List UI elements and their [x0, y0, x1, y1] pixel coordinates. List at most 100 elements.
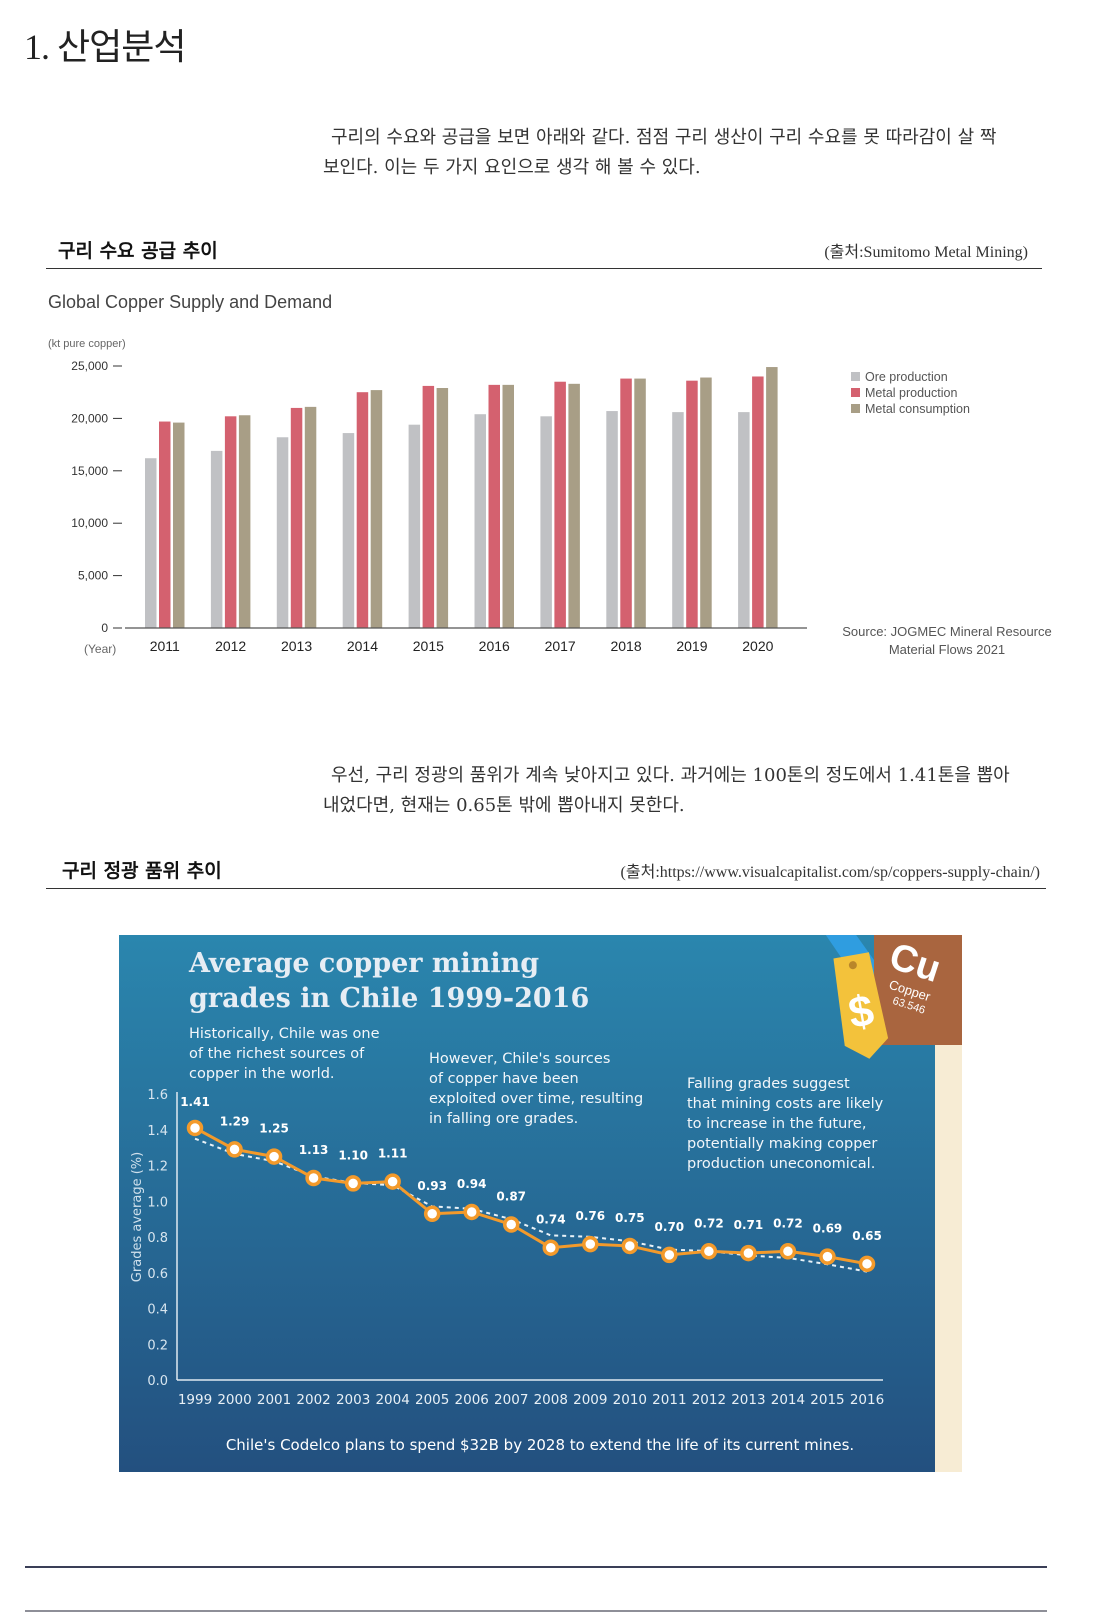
chart2-x-tick-label: 2007 [494, 1392, 528, 1408]
chart2-data-label: 1.41 [180, 1095, 210, 1109]
chart1-x-tick-label: 2017 [545, 638, 576, 654]
chart1-bar [568, 383, 580, 628]
chart2-y-tick-label: 0.8 [147, 1231, 168, 1246]
chart2-annotation-line: of the richest sources of [189, 1046, 365, 1062]
section1-title: 구리 수요 공급 추이 [58, 240, 218, 262]
chart1-x-tick-label: 2018 [610, 638, 641, 654]
chart2-annotation-line: that mining costs are likely [687, 1096, 884, 1112]
section1-source: (출처:Sumitomo Metal Mining) [824, 244, 1028, 261]
chart1-legend-swatch [851, 372, 860, 381]
chart1-bar [145, 458, 157, 628]
chart2-annotation-line: production uneconomical. [687, 1156, 875, 1172]
chart1-bar [620, 378, 632, 628]
chart2-annotation-line: potentially making copper [687, 1136, 877, 1152]
chart1-bar [686, 380, 698, 628]
chart1-y-tick-label: 5,000 [78, 569, 108, 583]
chart2-x-tick-label: 2003 [336, 1392, 370, 1408]
chart2-point [423, 1205, 441, 1223]
chart1-legend-swatch [851, 388, 860, 397]
chart1-legend-label: Metal consumption [865, 402, 970, 416]
chart1-title: Global Copper Supply and Demand [48, 292, 333, 312]
chart2-point [305, 1169, 322, 1187]
chart1-bar [766, 367, 778, 628]
chart2-x-tick-label: 2000 [217, 1392, 251, 1408]
chart2-data-label: 1.13 [299, 1143, 329, 1157]
intro-paragraph: 구리의 수요와 공급을 보면 아래와 같다. 점점 구리 생산이 구리 수요를 … [323, 123, 1103, 183]
chart2-point [740, 1244, 757, 1262]
chart1-bar [752, 376, 764, 628]
chart1-bar [700, 377, 712, 628]
chart2-point [542, 1239, 560, 1256]
chart2-y-tick-label: 0.4 [147, 1303, 168, 1318]
chart2-y-tick-label: 1.6 [147, 1088, 168, 1103]
chart2-point [858, 1255, 876, 1273]
section2-divider [46, 888, 1046, 889]
chart2-x-tick-label: 2006 [455, 1392, 489, 1408]
chile-grades-chart: Cu Copper 63.546 $ Average copper mining… [119, 935, 962, 1472]
chart2-annotation-line: to increase in the future, [687, 1116, 866, 1132]
chart2-y-tick-label: 0.6 [147, 1267, 168, 1282]
chart2-point [463, 1203, 480, 1221]
chart2-point [819, 1248, 836, 1265]
intro-line-1: 구리의 수요와 공급을 보면 아래와 같다. 점점 구리 생산이 구리 수요를 … [331, 127, 997, 148]
chart1-y-tick-label: 0 [101, 621, 108, 635]
chart2-y-tick-label: 0.0 [147, 1374, 168, 1389]
chart1-bar [474, 414, 486, 628]
chart1-bar [554, 381, 566, 628]
chart2-x-tick-label: 2011 [652, 1392, 686, 1408]
chart1-bar [488, 384, 500, 628]
chart2-x-tick-label: 2002 [296, 1392, 330, 1408]
intro-line-2: 보인다. 이는 두 가지 요인으로 생각 해 볼 수 있다. [323, 157, 701, 178]
chart1-x-tick-label: 2011 [150, 638, 180, 654]
chart2-x-tick-label: 1999 [178, 1392, 212, 1408]
chart2-background [119, 935, 962, 1472]
chart2-point [226, 1141, 243, 1158]
chart2-data-label: 0.72 [694, 1216, 724, 1230]
chart1-bar [738, 412, 750, 628]
chart2-y-tick-label: 0.2 [147, 1338, 168, 1353]
chart2-data-label: 0.70 [655, 1220, 685, 1234]
chart1-legend-label: Metal production [865, 386, 957, 400]
chart2-point [700, 1243, 718, 1260]
chart2-data-label: 0.93 [417, 1179, 447, 1193]
chart1-bar [422, 385, 435, 628]
price-tag-icon: $ [833, 952, 889, 1059]
section2-paragraph: 우선, 구리 정광의 품위가 계속 낮아지고 있다. 과거에는 100톤의 정도… [323, 761, 1103, 821]
chart1-bar [370, 390, 383, 628]
chart1-x-tick-label: 2012 [215, 638, 246, 654]
page-title: 1. 산업분석 [24, 27, 186, 67]
chart1-bar [238, 415, 251, 628]
chart2-annotation-line: Falling grades suggest [687, 1076, 850, 1092]
chart1-x-tick-label: 2014 [347, 638, 378, 654]
section2-line-1: 우선, 구리 정광의 품위가 계속 낮아지고 있다. 과거에는 100톤의 정도… [331, 765, 1010, 786]
chart2-x-tick-label: 2016 [850, 1392, 884, 1408]
chart2-data-label: 1.10 [338, 1148, 368, 1162]
chart1-bar [356, 392, 369, 628]
chart1-bar [210, 450, 223, 628]
chart2-x-tick-label: 2015 [810, 1392, 844, 1408]
chart2-x-tick-label: 2001 [257, 1392, 291, 1408]
chart1-bar [290, 407, 303, 628]
chart2-point [502, 1216, 520, 1233]
chart2-data-label: 0.71 [734, 1218, 764, 1232]
chart1-y-tick-label: 20,000 [71, 411, 108, 425]
chart2-point [265, 1148, 283, 1165]
chart2-y-axis-label: Grades average (%) [130, 1152, 145, 1282]
chart1-x-axis-label: (Year) [84, 642, 116, 656]
chart2-data-label: 1.11 [378, 1147, 408, 1161]
chart2-data-label: 0.69 [813, 1222, 843, 1236]
chart1-x-tick-label: 2015 [413, 638, 444, 654]
chart1-bar [173, 422, 185, 628]
footer-rule-bottom [25, 1610, 1047, 1612]
chart2-annotation-line: However, Chile's sources [429, 1051, 610, 1067]
chart1-bar [342, 433, 355, 628]
section1-divider [46, 268, 1042, 269]
chart2-y-tick-label: 1.0 [147, 1195, 168, 1210]
chart1-bar [408, 424, 421, 628]
chart1-y-unit-label: (kt pure copper) [48, 338, 126, 350]
section2-source: (출처:https://www.visualcapitalist.com/sp/… [620, 864, 1040, 881]
chart2-data-label: 1.25 [259, 1122, 289, 1136]
chart2-footer: Chile's Codelco plans to spend $32B by 2… [226, 1436, 854, 1454]
chart1-x-tick-label: 2020 [742, 638, 773, 654]
chart1-x-tick-label: 2016 [479, 638, 510, 654]
